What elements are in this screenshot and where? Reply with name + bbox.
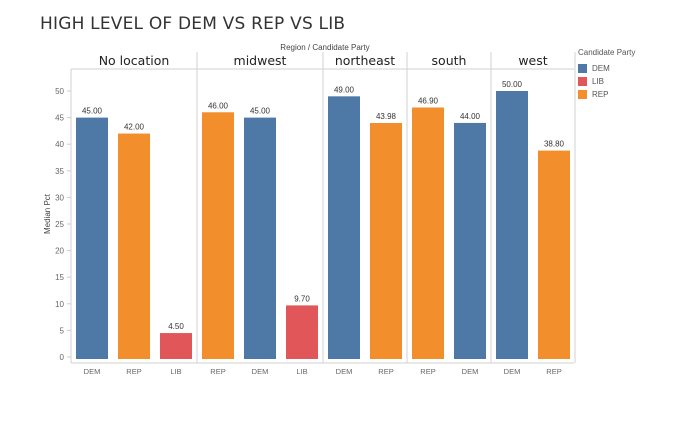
x-tick-label: REP (210, 367, 225, 376)
y-tick-label: 40 (55, 140, 64, 149)
x-tick-label: REP (378, 367, 393, 376)
legend-title: Candidate Party (578, 48, 636, 57)
region-header: No location (99, 53, 170, 68)
legend-label: REP (592, 90, 609, 99)
bar-lib (286, 305, 318, 359)
region-header: west (518, 53, 547, 68)
bar-dem (76, 117, 108, 359)
bar-dem (244, 117, 276, 359)
y-tick-label: 0 (60, 353, 65, 362)
bar-rep (202, 112, 234, 359)
legend-label: DEM (592, 64, 610, 73)
legend: Candidate Party DEM LIB REP (578, 48, 635, 101)
y-tick-label: 30 (55, 193, 64, 202)
bar-value-label: 45.00 (250, 107, 271, 116)
bar-dem (496, 91, 528, 359)
x-tick-label: DEM (252, 367, 269, 376)
y-tick-label: 50 (55, 87, 64, 96)
bar-value-label: 38.80 (544, 140, 565, 149)
y-tick-label: 35 (55, 167, 64, 176)
x-tick-label: REP (546, 367, 561, 376)
bar-value-label: 9.70 (294, 294, 310, 303)
y-tick-label: 15 (55, 273, 64, 282)
bar-dem (454, 122, 486, 359)
x-tick-label: DEM (462, 367, 479, 376)
bar-value-label: 46.90 (418, 96, 439, 105)
bar-value-label: 42.00 (124, 123, 145, 132)
legend-item-dem: DEM (578, 62, 635, 75)
y-tick-label: 10 (55, 300, 64, 309)
bar-dem (328, 96, 360, 359)
bar-lib (160, 333, 192, 359)
legend-swatch (578, 90, 587, 99)
legend-swatch (578, 64, 587, 73)
bar-value-label: 46.00 (208, 101, 229, 110)
y-tick-label: 45 (55, 114, 64, 123)
region-header: midwest (234, 53, 287, 68)
y-tick-label: 5 (60, 326, 65, 335)
region-header: south (432, 53, 467, 68)
x-tick-label: REP (126, 367, 141, 376)
legend-items: DEM LIB REP (578, 62, 635, 101)
legend-label: LIB (592, 77, 605, 86)
x-tick-label: LIB (296, 367, 307, 376)
bar-rep (370, 123, 402, 359)
bar-rep (118, 133, 150, 359)
x-tick-label: LIB (170, 367, 181, 376)
bar-value-label: 4.50 (168, 322, 184, 331)
bar-value-label: 50.00 (502, 80, 523, 89)
y-tick-label: 25 (55, 220, 64, 229)
x-tick-label: DEM (84, 367, 101, 376)
bar-value-label: 44.00 (460, 112, 481, 121)
y-axis-label: Median Pct (43, 193, 52, 234)
region-header: northeast (335, 53, 395, 68)
legend-swatch (578, 77, 587, 86)
bar-value-label: 43.98 (376, 112, 397, 121)
bar-value-label: 45.00 (82, 107, 103, 116)
header-label: Region / Candidate Party (280, 43, 369, 52)
x-tick-label: REP (420, 367, 435, 376)
bar-rep (538, 150, 570, 359)
x-tick-label: DEM (336, 367, 353, 376)
bar-value-label: 49.00 (334, 85, 355, 94)
x-tick-label: DEM (504, 367, 521, 376)
bar-rep (412, 107, 444, 359)
legend-item-rep: REP (578, 88, 635, 101)
page-title: HIGH LEVEL OF DEM VS REP VS LIB (40, 14, 346, 34)
legend-item-lib: LIB (578, 75, 635, 88)
y-tick-label: 20 (55, 247, 64, 256)
